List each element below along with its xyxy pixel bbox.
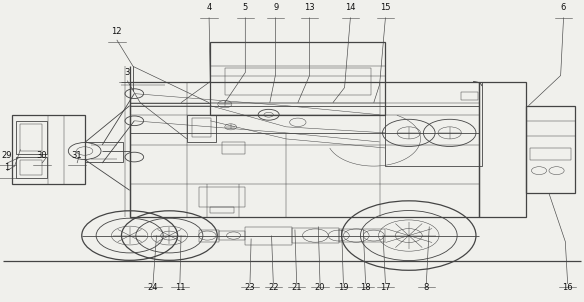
Bar	[219, 231, 245, 240]
Bar	[210, 42, 385, 115]
Bar	[85, 142, 123, 162]
Text: 19: 19	[338, 283, 349, 292]
Text: 31: 31	[72, 151, 82, 160]
Bar	[225, 68, 371, 95]
Bar	[479, 82, 526, 217]
Bar	[222, 142, 245, 154]
Bar	[385, 82, 482, 166]
Text: 14: 14	[345, 3, 356, 12]
Text: 17: 17	[380, 283, 391, 292]
Text: 9: 9	[273, 3, 278, 12]
Text: 11: 11	[175, 283, 185, 292]
Bar	[199, 230, 219, 242]
Text: 30: 30	[37, 151, 47, 160]
Bar	[12, 115, 85, 184]
Text: 12: 12	[112, 27, 122, 36]
Text: 1: 1	[5, 163, 9, 172]
Text: 21: 21	[291, 283, 302, 292]
Text: 16: 16	[562, 283, 573, 292]
Text: 13: 13	[304, 3, 315, 12]
Text: 6: 6	[561, 3, 566, 12]
Text: 4: 4	[207, 3, 211, 12]
Text: 24: 24	[148, 283, 158, 292]
Text: 18: 18	[360, 283, 371, 292]
Bar	[292, 228, 339, 243]
Text: 23: 23	[245, 283, 255, 292]
Bar	[16, 157, 47, 178]
Bar	[130, 82, 479, 217]
Bar	[245, 226, 292, 245]
Text: 20: 20	[315, 283, 325, 292]
Bar	[192, 118, 211, 137]
Text: 3: 3	[124, 68, 130, 77]
Bar	[20, 160, 42, 175]
Bar	[187, 115, 216, 142]
Text: 29: 29	[2, 151, 12, 160]
Bar	[20, 124, 42, 151]
Text: 15: 15	[380, 3, 391, 12]
Bar	[210, 207, 234, 213]
Bar	[461, 92, 478, 100]
Bar	[526, 106, 575, 193]
Bar	[199, 187, 245, 207]
Bar	[339, 229, 385, 242]
Bar	[16, 121, 47, 154]
Text: 5: 5	[243, 3, 248, 12]
Text: 22: 22	[268, 283, 279, 292]
Text: 8: 8	[423, 283, 429, 292]
Bar	[530, 148, 571, 160]
